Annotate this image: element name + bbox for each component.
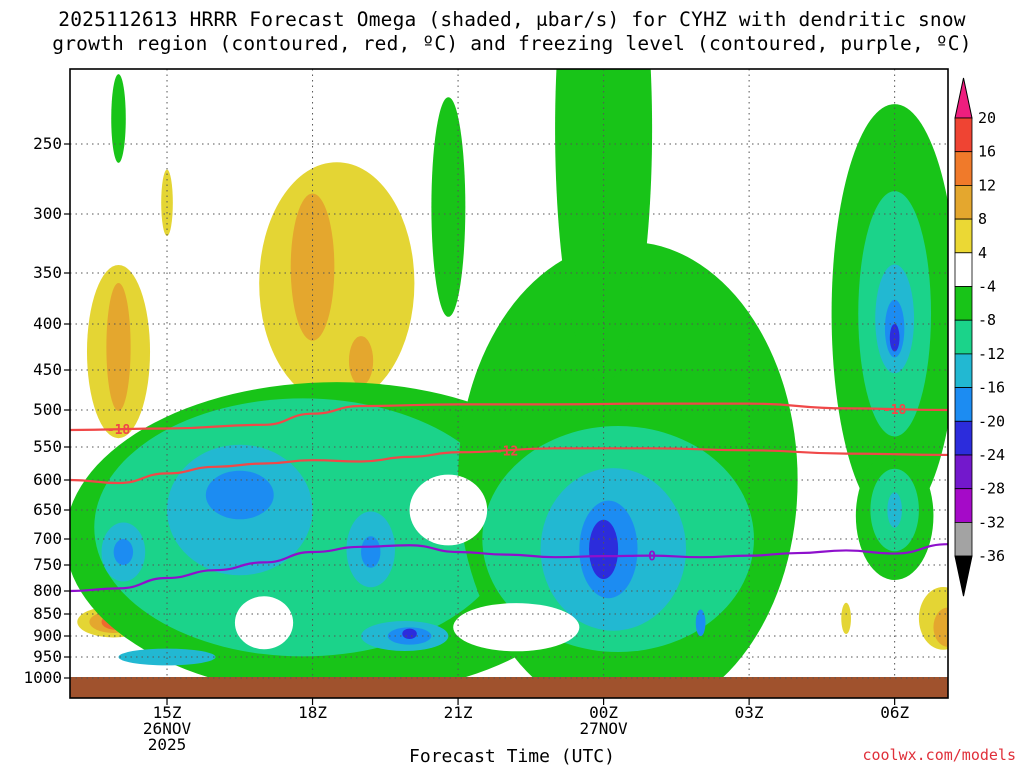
- colorbar-label: 4: [978, 244, 987, 262]
- omega-clear-region: [234, 596, 294, 650]
- omega-region: [841, 602, 851, 635]
- colorbar-bin: [954, 218, 973, 254]
- omega-region: [589, 519, 619, 580]
- colorbar-bin: [954, 252, 973, 287]
- grid-lines: [70, 69, 948, 679]
- omega-region: [361, 536, 381, 568]
- omega-region: [161, 169, 173, 236]
- temperature-contours: -18 -18 -12 0: [70, 402, 948, 593]
- x-tick-label: 15Z: [153, 703, 182, 722]
- x-tick-label: 00Z: [589, 703, 618, 722]
- y-tick-label: 500: [33, 400, 62, 419]
- omega-region: [431, 97, 466, 317]
- plot-frame: [69, 68, 949, 699]
- ground-surface: [70, 677, 948, 698]
- omega-region: [348, 336, 374, 386]
- omega-region: [118, 648, 216, 666]
- colorbar-label: -36: [978, 547, 1005, 565]
- x-axis-title: Forecast Time (UTC): [409, 746, 615, 767]
- colorbar-label: -16: [978, 379, 1005, 397]
- x-tick-label: 18Z: [298, 703, 327, 722]
- ground-fill: [70, 677, 948, 698]
- colorbar-bin: [954, 286, 973, 321]
- y-tick-label: 850: [33, 604, 62, 623]
- y-tick-label: 700: [33, 529, 62, 548]
- omega-clear-region: [453, 603, 580, 652]
- colorbar-label: -4: [978, 278, 996, 296]
- omega-region: [695, 609, 706, 637]
- colorbar-bottom-arrow: [954, 555, 973, 597]
- colorbar-bin: [954, 522, 973, 557]
- x-tick-label: 26NOV: [143, 719, 192, 738]
- contour-label: -12: [495, 444, 518, 459]
- colorbar-bin: [954, 319, 973, 355]
- y-tick-label: 1000: [23, 668, 62, 687]
- contour-line: [70, 447, 948, 485]
- omega-region: [933, 607, 948, 647]
- colorbar-label: 20: [978, 109, 996, 127]
- title-line-1: 2025112613 HRRR Forecast Omega (shaded, …: [58, 8, 966, 31]
- x-tick-label: 06Z: [880, 703, 909, 722]
- contour-label: -18: [107, 423, 131, 438]
- omega-region: [555, 69, 653, 383]
- plot-area: -18 -18 -12 0: [69, 68, 949, 699]
- x-tick-label: 21Z: [444, 703, 473, 722]
- y-tick-label: 900: [33, 626, 62, 645]
- y-tick-label: 650: [33, 500, 62, 519]
- omega-region: [111, 74, 126, 163]
- omega-region: [106, 283, 131, 411]
- y-tick-label: 350: [33, 263, 62, 282]
- y-tick-label: 300: [33, 204, 62, 223]
- y-tick-label: 950: [33, 647, 62, 666]
- omega-shading: [70, 69, 948, 698]
- chart-title: 2025112613 HRRR Forecast Omega (shaded, …: [0, 8, 1024, 56]
- colorbar-bin: [954, 151, 973, 186]
- x-tick-label: 2025: [148, 735, 187, 754]
- omega-region: [205, 470, 274, 520]
- colorbar-bin: [954, 117, 973, 153]
- colorbar-bin: [954, 184, 973, 220]
- y-tick-label: 800: [33, 581, 62, 600]
- y-tick-label: 750: [33, 555, 62, 574]
- x-tick-label: 27NOV: [580, 719, 629, 738]
- y-tick-label: 450: [33, 360, 62, 379]
- colorbar-top-arrow: [954, 77, 973, 119]
- y-axis: 250 300 350 400 450 500 550 600 650 700 750 800 850 9…: [23, 134, 70, 687]
- colorbar-bin: [954, 488, 973, 523]
- y-tick-label: 250: [33, 134, 62, 153]
- contour-line: [70, 543, 948, 593]
- colorbar-label: 16: [978, 143, 996, 161]
- omega-region: [889, 324, 900, 352]
- colorbar-label: -12: [978, 345, 1005, 363]
- contour-label: -18: [883, 403, 907, 418]
- y-tick-label: 550: [33, 437, 62, 456]
- colorbar-label: -8: [978, 311, 996, 329]
- colorbar: 20 16 12 8 4 -4 -8 -12 -16 -20 -24 -28 -32 -36: [954, 77, 1005, 597]
- omega-clear-region: [409, 474, 488, 546]
- title-line-2: growth region (contoured, red, ºC) and f…: [52, 32, 972, 55]
- contour-label: 0: [648, 550, 656, 565]
- colorbar-label: -20: [978, 412, 1005, 430]
- colorbar-bin: [954, 420, 973, 456]
- contour-line: [70, 402, 948, 432]
- y-tick-label: 400: [33, 314, 62, 333]
- colorbar-bin: [954, 454, 973, 490]
- x-tick-label: 03Z: [735, 703, 764, 722]
- colorbar-label: -32: [978, 513, 1005, 531]
- colorbar-label: 8: [978, 210, 987, 228]
- credit-text: coolwx.com/models: [862, 746, 1016, 764]
- omega-region: [259, 162, 415, 405]
- y-tick-label: 600: [33, 470, 62, 489]
- omega-region: [402, 628, 417, 640]
- colorbar-label: 12: [978, 176, 996, 194]
- colorbar-label: -28: [978, 480, 1005, 498]
- omega-region: [113, 539, 134, 565]
- colorbar-bin: [954, 387, 973, 422]
- colorbar-bin: [954, 353, 973, 388]
- colorbar-label: -24: [978, 446, 1005, 464]
